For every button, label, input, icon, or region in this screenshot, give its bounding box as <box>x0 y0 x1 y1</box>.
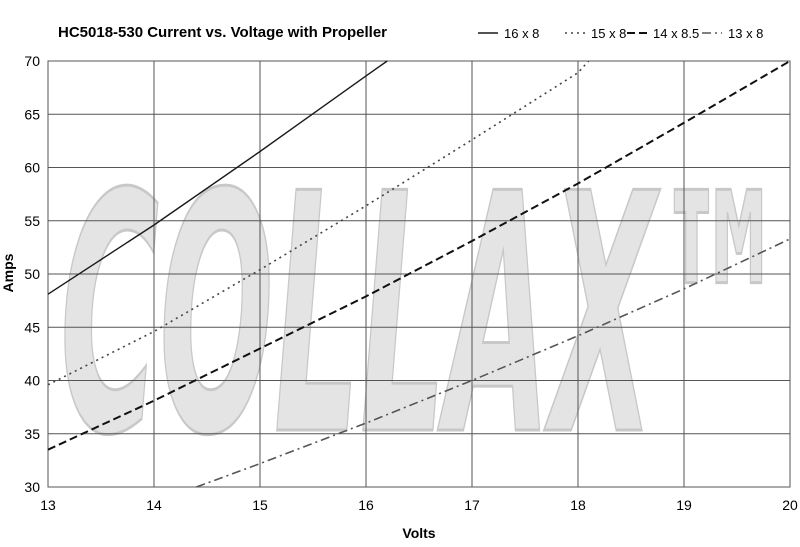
chart-title: HC5018-530 Current vs. Voltage with Prop… <box>58 24 387 41</box>
legend-label: 15 x 8 <box>591 26 626 41</box>
watermark-logo: COLLAX™ <box>60 124 790 508</box>
y-tick-label: 70 <box>24 53 40 69</box>
x-tick-label: 17 <box>464 497 480 513</box>
grid <box>47 60 791 488</box>
x-tick-label: 16 <box>358 497 374 513</box>
y-tick-label: 30 <box>24 479 40 495</box>
plot-frame <box>47 60 791 488</box>
y-tick-label: 55 <box>24 213 40 229</box>
y-tick-label: 60 <box>24 160 40 176</box>
series-line-1 <box>47 60 388 295</box>
x-tick-label: 19 <box>676 497 692 513</box>
legend: 16 x 8 15 x 8 14 x 8.5 13 x 8 <box>478 26 763 41</box>
series-line-3 <box>47 60 791 451</box>
x-tick-label: 14 <box>146 497 162 513</box>
y-axis-label: Amps <box>0 253 16 292</box>
y-tick-label: 45 <box>24 319 40 335</box>
x-axis-ticks: 13 14 15 16 17 18 19 20 <box>40 497 798 513</box>
series-group <box>47 60 791 488</box>
y-tick-label: 40 <box>24 373 40 389</box>
x-tick-label: 13 <box>40 497 56 513</box>
plot-area: COLLAX™ <box>47 60 792 510</box>
x-tick-label: 20 <box>782 497 798 513</box>
legend-label: 13 x 8 <box>728 26 763 41</box>
y-axis-ticks: 30 35 40 45 50 55 60 65 70 <box>24 53 40 495</box>
x-tick-label: 15 <box>252 497 268 513</box>
legend-label: 16 x 8 <box>504 26 539 41</box>
y-tick-label: 65 <box>24 106 40 122</box>
series-line-4 <box>196 238 791 488</box>
x-tick-label: 18 <box>570 497 586 513</box>
legend-label: 14 x 8.5 <box>653 26 699 41</box>
x-axis-label: Volts <box>402 525 435 541</box>
y-tick-label: 50 <box>24 266 40 282</box>
y-tick-label: 35 <box>24 426 40 442</box>
